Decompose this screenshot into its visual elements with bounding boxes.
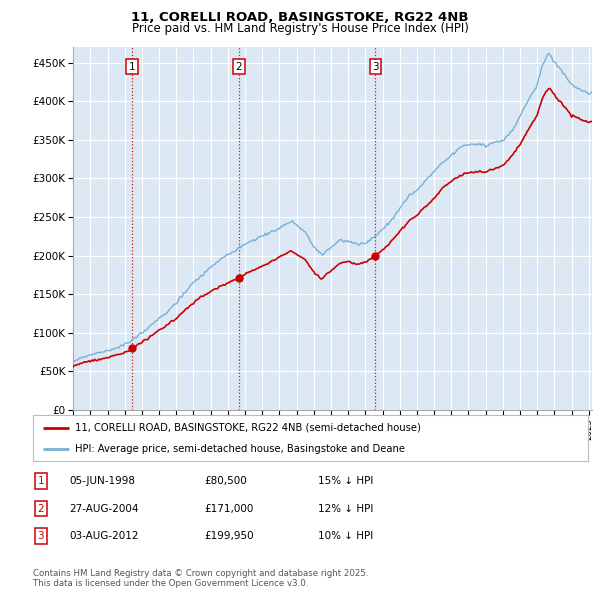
Text: 10% ↓ HPI: 10% ↓ HPI [318,532,373,541]
Text: Price paid vs. HM Land Registry's House Price Index (HPI): Price paid vs. HM Land Registry's House … [131,22,469,35]
Text: 12% ↓ HPI: 12% ↓ HPI [318,504,373,513]
Text: £171,000: £171,000 [204,504,253,513]
Text: 1: 1 [129,61,136,71]
Text: Contains HM Land Registry data © Crown copyright and database right 2025.
This d: Contains HM Land Registry data © Crown c… [33,569,368,588]
Text: 3: 3 [37,532,44,541]
Text: 11, CORELLI ROAD, BASINGSTOKE, RG22 4NB (semi-detached house): 11, CORELLI ROAD, BASINGSTOKE, RG22 4NB … [74,423,421,433]
Text: 05-JUN-1998: 05-JUN-1998 [69,476,135,486]
Text: 11, CORELLI ROAD, BASINGSTOKE, RG22 4NB: 11, CORELLI ROAD, BASINGSTOKE, RG22 4NB [131,11,469,24]
Text: 3: 3 [372,61,379,71]
Text: 1: 1 [37,476,44,486]
Text: 03-AUG-2012: 03-AUG-2012 [69,532,139,541]
Text: £80,500: £80,500 [204,476,247,486]
Text: 27-AUG-2004: 27-AUG-2004 [69,504,139,513]
Text: 15% ↓ HPI: 15% ↓ HPI [318,476,373,486]
Text: 2: 2 [236,61,242,71]
Text: HPI: Average price, semi-detached house, Basingstoke and Deane: HPI: Average price, semi-detached house,… [74,444,404,454]
Text: £199,950: £199,950 [204,532,254,541]
Text: 2: 2 [37,504,44,513]
